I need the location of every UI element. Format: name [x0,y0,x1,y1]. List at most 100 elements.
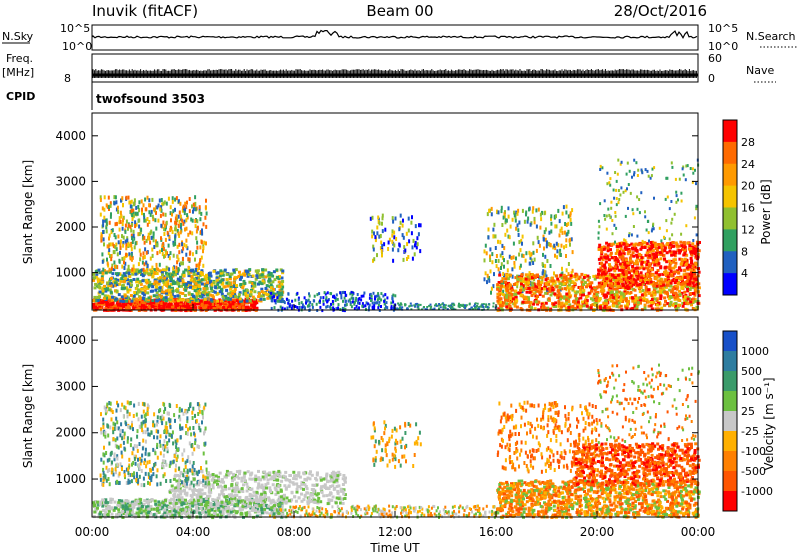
data-cell [506,268,509,273]
data-cell [675,287,679,291]
data-cell [505,305,509,309]
data-cell [630,269,634,273]
data-cell [100,238,103,243]
data-cell [509,294,513,298]
data-cell [129,279,133,282]
data-cell [543,285,547,289]
data-cell [191,231,194,236]
data-cell [117,209,120,214]
data-cell [192,209,194,214]
data-cell [631,274,635,278]
data-cell [464,307,467,309]
data-cell [160,290,164,294]
data-cell [688,247,692,251]
data-cell [519,248,522,253]
data-cell [311,305,314,309]
data-cell [145,268,148,272]
data-cell [151,253,154,258]
data-cell [98,307,102,311]
data-cell [585,301,589,305]
data-cell [533,257,536,262]
data-cell [428,304,431,307]
data-cell [207,272,211,275]
data-cell [195,290,199,294]
data-cell [619,294,623,298]
data-cell [616,242,619,246]
data-cell [203,240,206,245]
data-cell [113,260,116,265]
data-cell [325,305,328,309]
data-cell [392,293,395,297]
data-cell [526,296,530,300]
data-cell [258,280,262,284]
data-cell [294,305,297,308]
data-cell [689,286,693,290]
data-cell [672,266,676,270]
data-cell [142,203,145,208]
data-cell [187,272,191,276]
data-cell [697,270,701,274]
power-heatmap-cells [92,158,701,313]
data-cell [132,233,135,238]
data-cell [426,308,428,311]
nsky-tick-low: 10^0 [62,40,92,53]
data-cell [187,280,191,284]
data-cell [413,252,416,257]
data-cell [579,296,583,300]
data-cell [489,269,492,274]
data-cell [398,303,401,306]
data-cell [646,259,650,263]
data-cell [509,296,513,300]
data-cell [164,249,167,254]
data-cell [169,293,173,297]
data-cell [556,289,560,293]
data-cell [175,221,178,226]
data-cell [372,247,375,252]
data-cell [595,296,599,300]
data-cell [337,303,340,307]
data-cell [582,293,585,297]
data-cell [216,299,220,303]
data-cell [655,297,659,301]
data-cell [574,307,577,310]
data-cell [251,295,255,299]
data-cell [131,267,134,272]
data-cell [632,269,636,273]
data-cell [131,272,135,276]
data-cell [476,305,478,307]
data-cell [534,290,537,295]
data-cell [678,299,682,302]
data-cell [168,285,172,289]
data-cell [553,292,557,296]
data-cell [601,258,605,262]
data-cell [253,290,257,294]
data-cell [186,302,189,306]
data-cell [178,279,182,282]
data-cell [248,299,252,303]
data-cell [525,290,529,294]
data-cell [177,214,180,219]
data-cell [325,296,328,300]
data-cell [162,280,166,284]
data-cell [486,280,488,285]
data-cell [406,257,408,261]
data-cell [305,299,308,302]
data-cell [528,207,530,212]
data-cell [142,267,145,272]
data-cell [457,304,460,307]
data-cell [253,297,256,301]
data-cell [529,253,532,258]
data-cell [652,293,656,297]
data-cell [692,292,695,295]
data-cell [625,307,629,311]
data-cell [392,258,395,263]
data-cell [497,281,501,284]
data-cell [657,284,661,287]
data-cell [543,287,546,291]
data-cell [168,256,171,261]
data-cell [534,300,538,304]
data-cell [169,288,173,292]
data-cell [124,261,127,266]
data-cell [625,266,629,270]
data-cell [631,265,635,268]
